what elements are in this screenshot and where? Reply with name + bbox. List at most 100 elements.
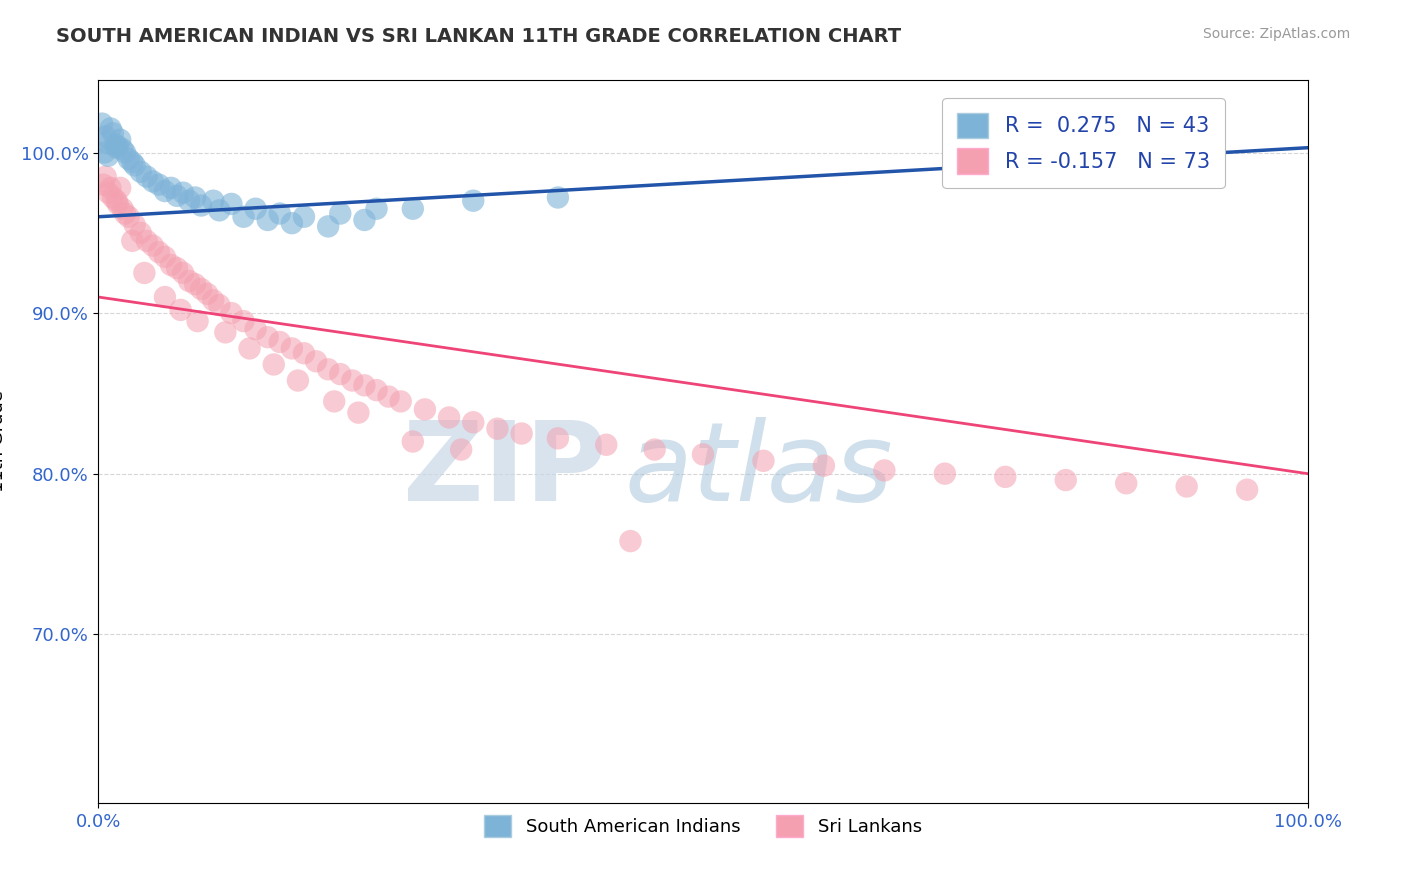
Point [232, 314, 254, 328]
Point [111, 202, 134, 216]
Point [114, 206, 136, 220]
Point [269, 334, 291, 349]
Point [377, 390, 399, 404]
Point [108, 133, 131, 147]
Point [179, 274, 201, 288]
Point [101, 126, 124, 140]
Point [366, 383, 388, 397]
Point [94, 129, 117, 144]
Point [166, 189, 188, 203]
Point [100, 181, 122, 195]
Point [287, 374, 309, 388]
Point [269, 206, 291, 220]
Point [353, 213, 375, 227]
Point [111, 142, 134, 156]
Point [221, 306, 243, 320]
Point [994, 470, 1017, 484]
Point [202, 293, 225, 308]
Point [292, 346, 315, 360]
Point [329, 367, 352, 381]
Point [316, 219, 339, 234]
Point [187, 314, 209, 328]
Point [934, 467, 956, 481]
Point [93, 145, 115, 160]
Point [281, 342, 304, 356]
Point [166, 261, 188, 276]
Point [96, 136, 118, 150]
Point [619, 534, 641, 549]
Point [813, 458, 835, 473]
Point [1236, 483, 1258, 497]
Point [873, 463, 896, 477]
Point [232, 210, 254, 224]
Point [245, 202, 267, 216]
Point [389, 394, 412, 409]
Point [135, 234, 157, 248]
Point [463, 415, 485, 429]
Point [108, 181, 131, 195]
Point [107, 139, 129, 153]
Point [413, 402, 436, 417]
Point [292, 210, 315, 224]
Point [486, 422, 509, 436]
Point [114, 145, 136, 160]
Text: SOUTH AMERICAN INDIAN VS SRI LANKAN 11TH GRADE CORRELATION CHART: SOUTH AMERICAN INDIAN VS SRI LANKAN 11TH… [56, 27, 901, 45]
Point [256, 213, 278, 227]
Text: Source: ZipAtlas.com: Source: ZipAtlas.com [1202, 27, 1350, 41]
Text: atlas: atlas [624, 417, 893, 524]
Point [214, 326, 236, 340]
Point [402, 202, 425, 216]
Point [347, 406, 370, 420]
Point [172, 266, 194, 280]
Point [692, 447, 714, 461]
Point [160, 181, 183, 195]
Point [329, 206, 352, 220]
Point [239, 342, 262, 356]
Point [124, 218, 146, 232]
Point [245, 322, 267, 336]
Text: ZIP: ZIP [404, 417, 606, 524]
Point [97, 186, 120, 200]
Point [595, 438, 617, 452]
Point [547, 431, 569, 445]
Point [121, 155, 143, 169]
Point [353, 378, 375, 392]
Point [107, 197, 129, 211]
Point [153, 290, 176, 304]
Point [142, 238, 165, 252]
Point [153, 184, 176, 198]
Point [450, 442, 472, 457]
Point [644, 442, 666, 457]
Point [148, 245, 170, 260]
Point [100, 121, 122, 136]
Point [101, 190, 124, 204]
Point [160, 258, 183, 272]
Point [190, 282, 212, 296]
Point [105, 141, 128, 155]
Point [547, 190, 569, 204]
Point [195, 286, 218, 301]
Point [510, 426, 533, 441]
Point [437, 410, 460, 425]
Point [118, 152, 141, 166]
Point [94, 169, 117, 184]
Point [305, 354, 328, 368]
Point [179, 194, 201, 208]
Point [208, 298, 231, 312]
Point [184, 277, 207, 292]
Point [1054, 473, 1077, 487]
Point [184, 190, 207, 204]
Point [316, 362, 339, 376]
Point [148, 178, 170, 192]
Point [129, 165, 152, 179]
Point [366, 202, 388, 216]
Point [105, 194, 128, 208]
Point [1175, 479, 1198, 493]
Point [463, 194, 485, 208]
Point [402, 434, 425, 449]
Point [124, 158, 146, 172]
Point [91, 117, 114, 131]
Point [323, 394, 346, 409]
Point [342, 374, 364, 388]
Point [208, 203, 231, 218]
